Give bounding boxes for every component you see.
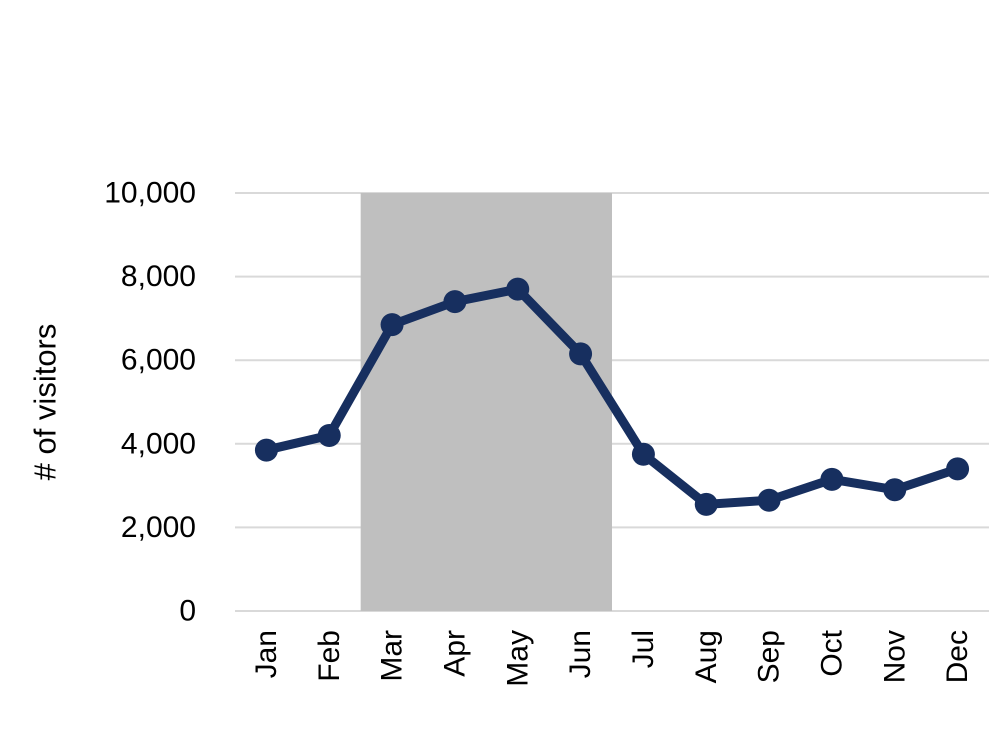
data-point-Jul: [631, 442, 655, 466]
data-point-Jan: [254, 438, 278, 462]
data-point-Oct: [820, 467, 844, 491]
data-point-Apr: [443, 290, 467, 314]
x-tick-label-Mar: Mar: [376, 630, 409, 682]
x-tick-label-Jul: Jul: [627, 630, 660, 668]
x-tick-label-Oct: Oct: [815, 629, 848, 676]
y-tick-label-2,000: 2,000: [121, 511, 196, 544]
x-tick-label-May: May: [501, 630, 534, 687]
y-tick-label-8,000: 8,000: [121, 260, 196, 293]
x-tick-label-Jan: Jan: [250, 630, 283, 678]
data-point-Nov: [883, 478, 907, 502]
data-point-May: [506, 277, 530, 301]
data-point-Feb: [317, 423, 341, 447]
y-axis-title: # of visitors: [28, 324, 63, 481]
data-point-Aug: [694, 492, 718, 516]
y-tick-label-4,000: 4,000: [121, 427, 196, 460]
data-point-Jun: [569, 342, 593, 366]
x-tick-label-Feb: Feb: [313, 630, 346, 682]
x-tick-label-Apr: Apr: [438, 630, 471, 677]
x-tick-label-Dec: Dec: [941, 630, 974, 683]
data-point-Sep: [757, 488, 781, 512]
y-tick-label-6,000: 6,000: [121, 344, 196, 377]
data-point-Mar: [380, 313, 404, 337]
x-tick-label-Jun: Jun: [564, 630, 597, 678]
x-tick-label-Nov: Nov: [878, 630, 911, 683]
x-tick-label-Sep: Sep: [753, 630, 786, 683]
y-tick-label-0: 0: [179, 595, 196, 628]
data-point-Dec: [946, 457, 970, 481]
highlight-band: [360, 193, 612, 611]
y-tick-label-10,000: 10,000: [104, 177, 196, 210]
x-tick-label-Aug: Aug: [690, 630, 723, 683]
